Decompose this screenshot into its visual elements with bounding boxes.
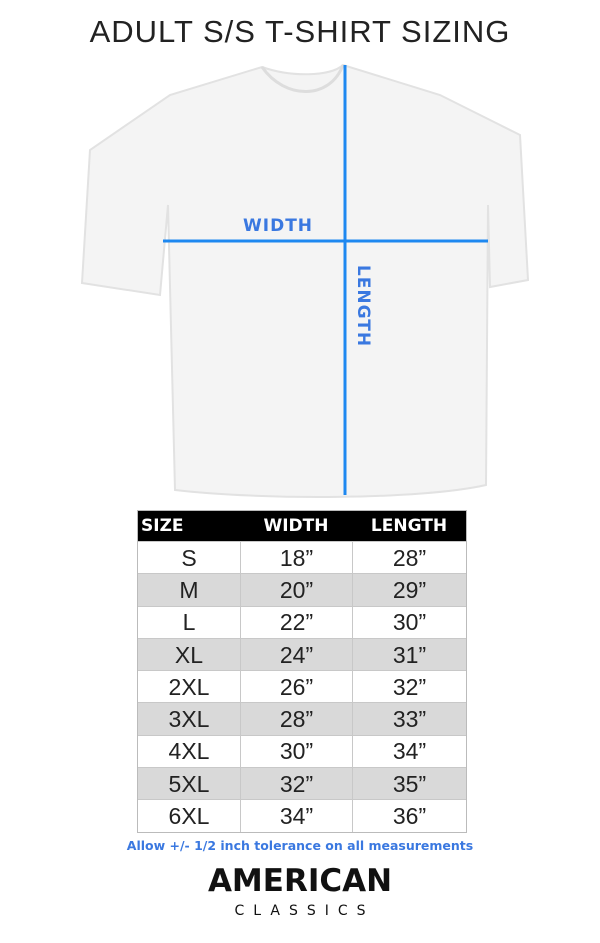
table-row: 4XL 30” 34” — [138, 734, 466, 768]
cell-width: 28” — [240, 703, 352, 735]
collar — [260, 64, 345, 93]
logo-american: AMERICAN — [207, 863, 393, 899]
cell-width: 26” — [240, 671, 352, 703]
table-header: SIZE WIDTH LENGTH — [138, 511, 466, 541]
cell-size: L — [182, 609, 196, 636]
cell-size: XL — [174, 641, 204, 668]
cell-width: 18” — [240, 542, 352, 574]
table-row: S 18” 28” — [138, 541, 466, 574]
table-row: 5XL 32” 35” — [138, 767, 466, 800]
length-label: LENGTH — [353, 264, 374, 348]
logo-classics: CLASSICS — [234, 903, 375, 919]
cell-length: 34” — [352, 735, 466, 768]
cell-width: 30” — [240, 735, 352, 768]
width-label: WIDTH — [243, 216, 314, 236]
cell-size: 3XL — [168, 706, 210, 733]
table-row: 2XL 26” 32” — [138, 670, 466, 703]
size-table: SIZE WIDTH LENGTH S 18” 28” M 20” 29” L 22” 30” X… — [137, 510, 467, 833]
header-length: LENGTH — [370, 516, 448, 536]
cell-length: 29” — [352, 574, 466, 606]
cell-size: 2XL — [168, 673, 210, 700]
cell-width: 20” — [240, 574, 352, 606]
table-row: L 22” 30” — [138, 605, 466, 638]
cell-size: 5XL — [168, 770, 210, 797]
header-width: WIDTH — [263, 516, 329, 536]
table-row: M 20” 29” — [138, 573, 466, 606]
page-title: ADULT S/S T-SHIRT SIZING — [89, 14, 511, 49]
cell-length: 31” — [352, 638, 466, 671]
cell-length: 36” — [352, 800, 466, 832]
cell-width: 24” — [240, 638, 352, 671]
tshirt-shape — [80, 63, 530, 498]
header-size: SIZE — [141, 516, 184, 536]
cell-size: 6XL — [168, 803, 210, 830]
cell-width: 22” — [240, 606, 352, 638]
cell-length: 33” — [352, 703, 466, 735]
cell-width: 34” — [240, 800, 352, 832]
cell-size: S — [181, 544, 197, 571]
cell-size: 4XL — [168, 738, 210, 765]
cell-length: 35” — [352, 768, 466, 800]
cell-size: M — [179, 576, 199, 603]
cell-length: 28” — [352, 542, 466, 574]
table-row: XL 24” 31” — [138, 637, 466, 671]
tolerance-note: Allow +/- 1/2 inch tolerance on all meas… — [126, 838, 474, 853]
cell-width: 32” — [240, 768, 352, 800]
table-row: 6XL 34” 36” — [138, 799, 466, 832]
tshirt-diagram — [80, 63, 530, 498]
table-row: 3XL 28” 33” — [138, 702, 466, 735]
cell-length: 32” — [352, 671, 466, 703]
cell-length: 30” — [352, 606, 466, 638]
